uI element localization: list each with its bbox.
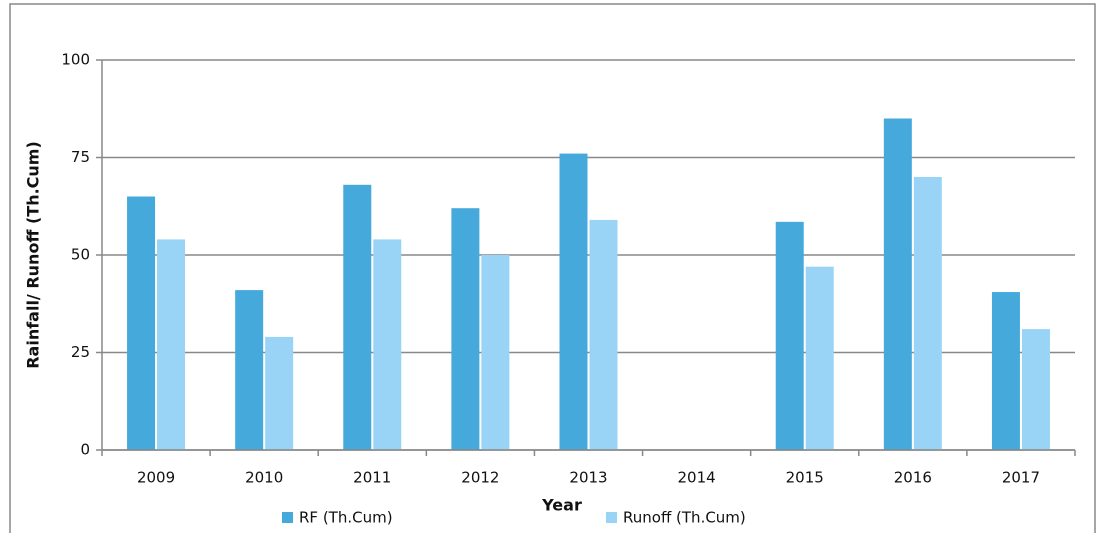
x-tick-label: 2015 [786, 469, 824, 487]
bar [1021, 329, 1050, 450]
bar [991, 292, 1020, 450]
y-tick-label: 75 [71, 148, 90, 166]
bar [451, 208, 480, 450]
x-axis-title: Year [541, 496, 582, 515]
x-tick-label: 2010 [245, 469, 283, 487]
legend-label: RF (Th.Cum) [299, 509, 393, 527]
legend-label: Runoff (Th.Cum) [623, 509, 746, 527]
legend-swatch [606, 512, 617, 523]
bar [775, 221, 804, 450]
x-tick-label: 2016 [894, 469, 932, 487]
y-tick-label: 50 [71, 246, 90, 264]
x-tick-label: 2012 [461, 469, 499, 487]
y-tick-label: 100 [61, 51, 90, 69]
x-tick-label: 2017 [1002, 469, 1040, 487]
x-tick-label: 2014 [678, 469, 716, 487]
bar [805, 266, 834, 450]
y-tick-label: 25 [71, 343, 90, 361]
y-tick-label: 0 [80, 441, 90, 459]
bar [343, 184, 372, 451]
bar [157, 239, 186, 450]
bar [559, 153, 588, 450]
x-tick-label: 2009 [137, 469, 175, 487]
bar [589, 219, 618, 450]
bar [265, 336, 294, 450]
bar [481, 255, 510, 450]
bar [373, 239, 402, 450]
x-tick-label: 2011 [353, 469, 391, 487]
bar [127, 196, 156, 450]
frame [9, 3, 1096, 533]
bar [235, 290, 264, 450]
bar [913, 177, 942, 450]
legend-swatch [282, 512, 293, 523]
bar [883, 118, 912, 450]
x-tick-label: 2013 [569, 469, 607, 487]
y-axis-title: Rainfall/ Runoff (Th.Cum) [24, 141, 43, 369]
